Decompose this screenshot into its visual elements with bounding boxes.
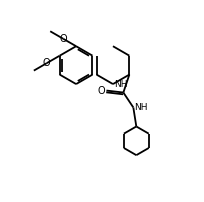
Text: NH: NH — [115, 80, 128, 88]
Text: O: O — [98, 85, 105, 96]
Text: O: O — [59, 34, 67, 44]
Text: O: O — [43, 58, 51, 68]
Text: NH: NH — [134, 103, 148, 112]
